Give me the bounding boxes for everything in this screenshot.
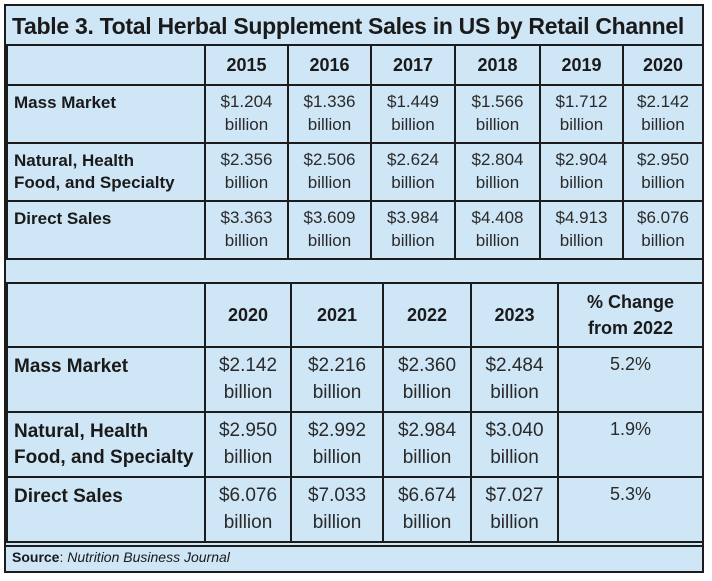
year-header: 2017: [370, 44, 456, 86]
value-cell: $2.506 billion: [287, 142, 372, 202]
year-header: 2020: [204, 282, 292, 348]
value-cell: $6.076 billion: [622, 200, 704, 260]
year-header: 2022: [382, 282, 472, 348]
value-cell: $6.076 billion: [204, 476, 292, 543]
value-cell: $3.040 billion: [470, 411, 559, 478]
corner-cell: [6, 44, 206, 86]
table-row: Direct Sales $3.363 billion $3.609 billion…: [6, 200, 704, 260]
table-row: Direct Sales $6.076 billion $7.033 billion…: [6, 476, 704, 543]
value-cell: $2.984 billion: [382, 411, 472, 478]
value-cell: $7.033 billion: [290, 476, 384, 543]
value-cell: $2.992 billion: [290, 411, 384, 478]
value-cell: $1.336 billion: [287, 84, 372, 144]
value-cell: $3.609 billion: [287, 200, 372, 260]
value-cell: $2.142 billion: [204, 346, 292, 413]
value-cell: $2.804 billion: [454, 142, 541, 202]
year-header: 2019: [539, 44, 624, 86]
value-cell: $1.449 billion: [370, 84, 456, 144]
value-cell: $4.408 billion: [454, 200, 541, 260]
value-cell: $3.984 billion: [370, 200, 456, 260]
percent-change-cell: 5.2%: [557, 346, 704, 413]
row-label: Mass Market: [6, 346, 206, 413]
source-label: Source: [12, 549, 60, 565]
year-header: 2015: [204, 44, 289, 86]
year-header: 2020: [622, 44, 704, 86]
value-cell: $3.363 billion: [204, 200, 289, 260]
header-row: 2015 2016 2017 2018 2019 2020: [6, 44, 704, 86]
row-label: Direct Sales: [6, 476, 206, 543]
source-text: Nutrition Business Journal: [67, 549, 230, 565]
value-cell: $2.360 billion: [382, 346, 472, 413]
table-row: Mass Market $2.142 billion $2.216 billion …: [6, 346, 704, 413]
year-header: 2016: [287, 44, 372, 86]
table-row: Mass Market $1.204 billion $1.336 billion …: [6, 84, 704, 144]
sales-table-2020-2023: 2020 2021 2022 2023 % Change from 2022 Ma…: [6, 282, 704, 543]
value-cell: $2.356 billion: [204, 142, 289, 202]
value-cell: $2.950 billion: [204, 411, 292, 478]
value-cell: $2.904 billion: [539, 142, 624, 202]
year-header: 2023: [470, 282, 559, 348]
value-cell: $1.566 billion: [454, 84, 541, 144]
value-cell: $2.216 billion: [290, 346, 384, 413]
value-cell: $4.913 billion: [539, 200, 624, 260]
year-header: 2018: [454, 44, 541, 86]
sales-table-2015-2020: 2015 2016 2017 2018 2019 2020 Mass Marke…: [6, 44, 704, 260]
year-header: 2021: [290, 282, 384, 348]
value-cell: $1.204 billion: [204, 84, 289, 144]
value-cell: $2.624 billion: [370, 142, 456, 202]
table-title: Table 3. Total Herbal Supplement Sales i…: [12, 13, 684, 39]
value-cell: $6.674 billion: [382, 476, 472, 543]
row-label: Direct Sales: [6, 200, 206, 260]
header-row: 2020 2021 2022 2023 % Change from 2022: [6, 282, 704, 348]
percent-change-header: % Change from 2022: [557, 282, 704, 348]
value-cell: $2.484 billion: [470, 346, 559, 413]
value-cell: $7.027 billion: [470, 476, 559, 543]
corner-cell: [6, 282, 206, 348]
row-label: Natural, Health Food, and Specialty: [6, 411, 206, 478]
row-label: Natural, Health Food, and Specialty: [6, 142, 206, 202]
row-label: Mass Market: [6, 84, 206, 144]
table-figure: Table 3. Total Herbal Supplement Sales i…: [4, 4, 704, 573]
percent-change-cell: 1.9%: [557, 411, 704, 478]
percent-change-cell: 5.3%: [557, 476, 704, 543]
source-note: Source: Nutrition Business Journal: [12, 545, 230, 569]
source-separator: :: [59, 549, 68, 565]
value-cell: $2.950 billion: [622, 142, 704, 202]
value-cell: $2.142 billion: [622, 84, 704, 144]
table-row: Natural, Health Food, and Specialty $2.95…: [6, 411, 704, 478]
table-row: Natural, Health Food, and Specialty $2.35…: [6, 142, 704, 202]
value-cell: $1.712 billion: [539, 84, 624, 144]
source-divider: [6, 545, 702, 547]
